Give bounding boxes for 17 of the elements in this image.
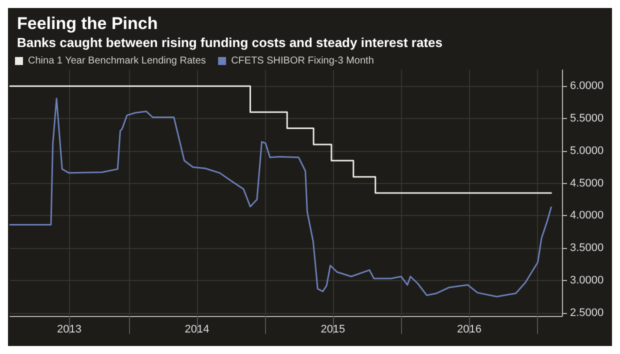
legend-label: CFETS SHIBOR Fixing-3 Month: [231, 56, 374, 66]
y-tick-label: 4.0000: [570, 210, 604, 222]
chart-title: Feeling the Pinch: [17, 14, 158, 33]
y-tick-label: 6.0000: [570, 80, 604, 92]
x-tick-label: 2016: [457, 324, 482, 336]
y-tick-label: 5.0000: [570, 144, 604, 157]
y-tick-label: 3.0000: [570, 274, 604, 286]
y-tick-label: 5.5000: [570, 112, 604, 125]
x-tick-label: 2015: [320, 324, 346, 336]
legend-label: China 1 Year Benchmark Lending Rates: [28, 56, 206, 66]
y-tick-label: 4.5000: [570, 177, 604, 190]
x-tick-label: 2014: [184, 324, 210, 336]
x-tick-label: 2013: [56, 324, 82, 336]
y-tick-label: 2.5000: [570, 306, 604, 319]
line-series: [9, 98, 552, 298]
chart-subtitle: Banks caught between rising funding costs and steady interest rates: [17, 35, 442, 50]
y-tick-label: 3.5000: [570, 242, 604, 254]
